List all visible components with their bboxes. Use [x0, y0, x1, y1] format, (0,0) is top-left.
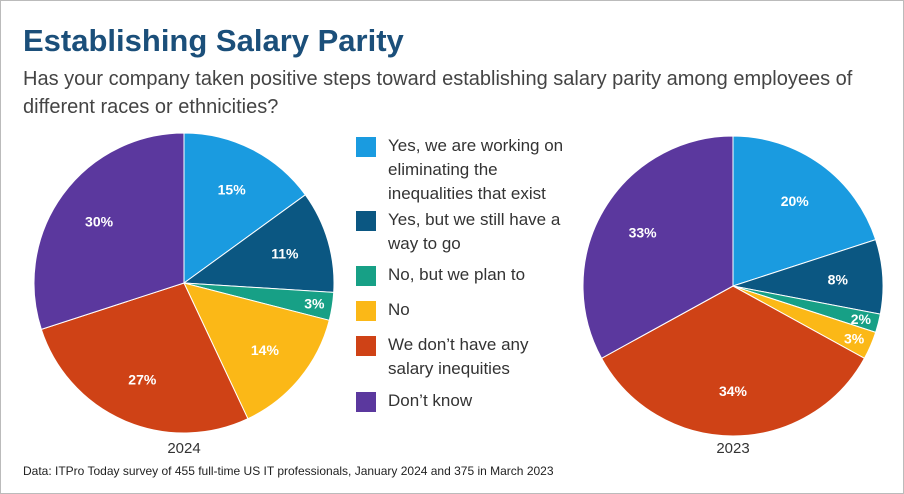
- pie-slice: [582, 135, 734, 359]
- subtitle: Has your company taken positive steps to…: [23, 68, 853, 118]
- legend-label: Don’t know: [388, 391, 473, 410]
- pie-label: 2023: [716, 440, 749, 457]
- slice-label: 15%: [218, 181, 247, 197]
- legend-label: No: [388, 300, 410, 319]
- slice-label: 27%: [128, 371, 157, 387]
- pie-label: 2024: [167, 440, 200, 457]
- slice-label: 3%: [844, 330, 865, 346]
- legend-label: Yes, but we still have a way to go: [388, 210, 561, 253]
- pie-slice: [40, 282, 249, 434]
- pie-slice: [182, 194, 335, 293]
- legend-swatch: [356, 336, 376, 356]
- legend-item: Yes, but we still have a way to go: [356, 208, 578, 256]
- slice-label: 20%: [781, 193, 810, 209]
- legend-item: We don’t have any salary inequities: [356, 333, 578, 381]
- slice-label: 3%: [304, 296, 325, 312]
- slice-label: 30%: [85, 213, 114, 229]
- slice-label: 8%: [828, 271, 849, 287]
- slice-label: 33%: [629, 225, 658, 241]
- legend-swatch: [356, 211, 376, 231]
- pie-slice: [732, 135, 877, 287]
- pie-slice: [600, 285, 866, 437]
- slice-label: 11%: [271, 246, 299, 262]
- legend-swatch: [356, 392, 376, 412]
- legend-swatch: [356, 137, 376, 157]
- slice-label: 2%: [851, 311, 872, 327]
- pie-slice: [183, 282, 330, 420]
- source-note: Data: ITPro Today survey of 455 full-tim…: [23, 464, 554, 478]
- legend-item: No: [356, 298, 578, 322]
- legend-swatch: [356, 301, 376, 321]
- legend-label: Yes, we are working on eliminating the i…: [388, 136, 564, 203]
- legend-swatch: [356, 266, 376, 286]
- legend-item: Don’t know: [356, 389, 578, 413]
- pie-slice: [183, 132, 307, 284]
- legend-item: Yes, we are working on eliminating the i…: [356, 134, 578, 206]
- legend-label: We don’t have any salary inequities: [388, 335, 529, 378]
- slice-label: 14%: [251, 342, 280, 358]
- legend-item: No, but we plan to: [356, 263, 578, 287]
- pie-slice: [33, 132, 185, 330]
- slice-label: 34%: [719, 383, 748, 399]
- title: Establishing Salary Parity: [23, 23, 404, 58]
- legend-label: No, but we plan to: [388, 265, 526, 284]
